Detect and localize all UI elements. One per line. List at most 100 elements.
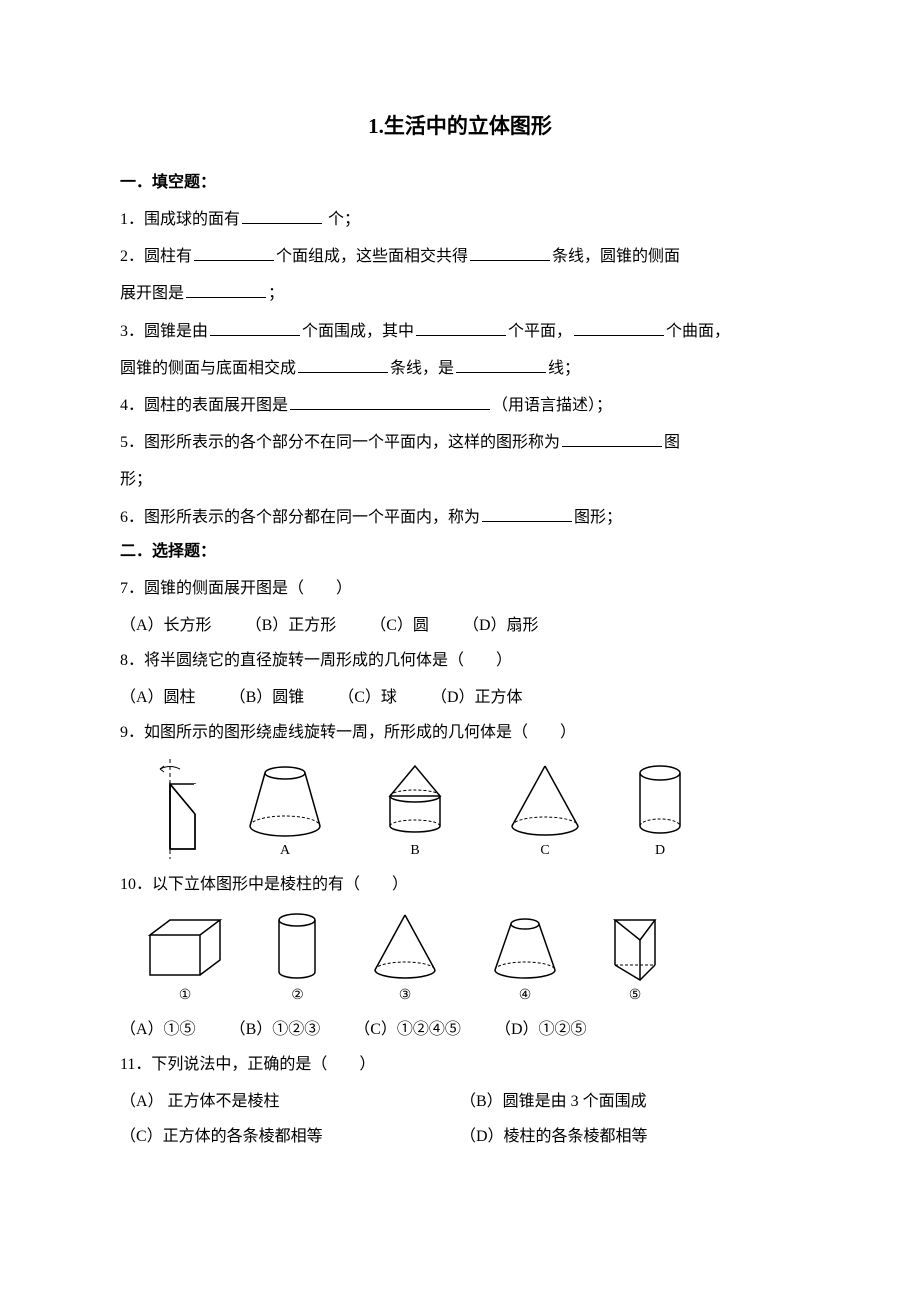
question-1: 1．围成球的面有 个； [120,202,800,237]
q9-fig-d: D [630,761,690,859]
question-11: 11．下列说法中，正确的是（ ） [120,1047,800,1082]
blank [186,282,266,298]
q11-opt-b: （B）圆锥是由 3 个面围成 [460,1084,800,1119]
q10-label-4: ④ [485,987,565,1004]
q5-c: 形； [120,471,152,488]
q9-fig-c: C [500,761,590,859]
rotation-shape-icon [140,759,200,859]
q11-opt-a: （A） 正方体不是棱柱 [120,1084,460,1119]
blank [456,357,546,373]
frustum-icon [485,910,565,985]
question-5-line2: 形； [120,462,800,497]
question-7: 7．圆锥的侧面展开图是（ ） [120,571,800,606]
cylinder-icon [270,910,325,985]
q8-opt-d: （D）正方体 [431,689,523,706]
cone-on-cylinder-icon [370,761,460,841]
blank [194,245,274,261]
question-2-line2: 展开图是； [120,276,800,311]
q7-options: （A）长方形 （B）正方形 （C）圆 （D）扇形 [120,608,800,643]
page-title: 1.生活中的立体图形 [120,110,800,140]
q8-options: （A）圆柱 （B）圆锥 （C）球 （D）正方体 [120,680,800,715]
blank [416,320,506,336]
q8-opt-b: （B）圆锥 [230,689,305,706]
q3-e: 圆锥的侧面与底面相交成 [120,360,296,377]
q5-a: 5．图形所表示的各个部分不在同一个平面内，这样的图形称为 [120,434,560,451]
q10-fig-4: ④ [485,910,565,1004]
q9-fig-b: B [370,761,460,859]
blank [482,506,572,522]
q11-opt-d: （D）棱柱的各条棱都相等 [460,1119,800,1154]
q10-figure-row: ① ② ③ ④ [140,910,800,1004]
q2-b: 个面组成，这些面相交共得 [276,248,468,265]
q9-label-a: A [240,843,330,859]
section2-heading: 二．选择题： [120,537,800,561]
question-9: 9．如图所示的图形绕虚线旋转一周，所形成的几何体是（ ） [120,715,800,750]
question-3-line2: 圆锥的侧面与底面相交成 条线，是 线； [120,351,800,386]
q10-opt-c: （C）①②④⑤ [354,1021,461,1038]
q10-fig-2: ② [270,910,325,1004]
question-6: 6．图形所表示的各个部分都在同一个平面内，称为 图形； [120,500,800,535]
q11-options-row2: （C）正方体的各条棱都相等 （D）棱柱的各条棱都相等 [120,1119,800,1154]
q3-c: 个平面， [508,323,572,340]
q1-post: 个； [324,211,360,228]
q10-label-5: ⑤ [605,987,665,1004]
q2-a: 2．圆柱有 [120,248,192,265]
cone-icon [365,910,445,985]
q10-label-3: ③ [365,987,445,1004]
question-8: 8．将半圆绕它的直径旋转一周形成的几何体是（ ） [120,643,800,678]
q3-d: 个曲面， [666,323,730,340]
q10-fig-1: ① [140,910,230,1004]
q11-opt-c: （C）正方体的各条棱都相等 [120,1119,460,1154]
q7-opt-a: （A）长方形 [120,617,212,634]
q4-b: （用语言描述）； [492,397,612,414]
question-4: 4．圆柱的表面展开图是 （用语言描述）； [120,388,800,423]
q5-b: 图 [664,434,680,451]
q3-f: 条线，是 [390,360,454,377]
cuboid-icon [140,910,230,985]
blank [574,320,664,336]
q2-e: ； [268,285,284,302]
q10-opt-a: （A）①⑤ [120,1021,196,1038]
q8-opt-a: （A）圆柱 [120,689,196,706]
blank [562,431,662,447]
question-3-line1: 3．圆锥是由 个面围成，其中 个平面， 个曲面， [120,314,800,349]
q9-figure-row: A B C D [140,759,800,859]
question-10: 10．以下立体图形中是棱柱的有（ ） [120,867,800,902]
q9-label-d: D [630,843,690,859]
q7-opt-d: （D）扇形 [463,617,539,634]
q7-opt-b: （B）正方形 [246,617,337,634]
triangular-prism-icon [605,910,665,985]
q10-label-1: ① [140,987,230,1004]
blank [290,394,490,410]
q3-a: 3．圆锥是由 [120,323,208,340]
q10-fig-5: ⑤ [605,910,665,1004]
q3-g: 线； [548,360,580,377]
q9-fig-a: A [240,761,330,859]
cylinder-icon [630,761,690,841]
q10-opt-b: （B）①②③ [230,1021,321,1038]
q9-label-b: B [370,843,460,859]
q6-a: 6．图形所表示的各个部分都在同一个平面内，称为 [120,509,480,526]
blank [210,320,300,336]
blank [298,357,388,373]
q11-options-row1: （A） 正方体不是棱柱 （B）圆锥是由 3 个面围成 [120,1084,800,1119]
q7-opt-c: （C）圆 [370,617,429,634]
q9-label-c: C [500,843,590,859]
q2-c: 条线，圆锥的侧面 [552,248,680,265]
cone-icon [500,761,590,841]
q9-fig-rotation [140,759,200,859]
q6-b: 图形； [574,509,622,526]
question-5-line1: 5．图形所表示的各个部分不在同一个平面内，这样的图形称为 图 [120,425,800,460]
blank [242,208,322,224]
frustum-icon [240,761,330,841]
section1-heading: 一．填空题： [120,168,800,192]
q10-opt-d: （D）①②⑤ [495,1021,587,1038]
q10-fig-3: ③ [365,910,445,1004]
q1-pre: 1．围成球的面有 [120,211,240,228]
q4-a: 4．圆柱的表面展开图是 [120,397,288,414]
q8-opt-c: （C）球 [338,689,397,706]
question-2-line1: 2．圆柱有 个面组成，这些面相交共得 条线，圆锥的侧面 [120,239,800,274]
blank [470,245,550,261]
q10-options: （A）①⑤ （B）①②③ （C）①②④⑤ （D）①②⑤ [120,1012,800,1047]
q3-b: 个面围成，其中 [302,323,414,340]
